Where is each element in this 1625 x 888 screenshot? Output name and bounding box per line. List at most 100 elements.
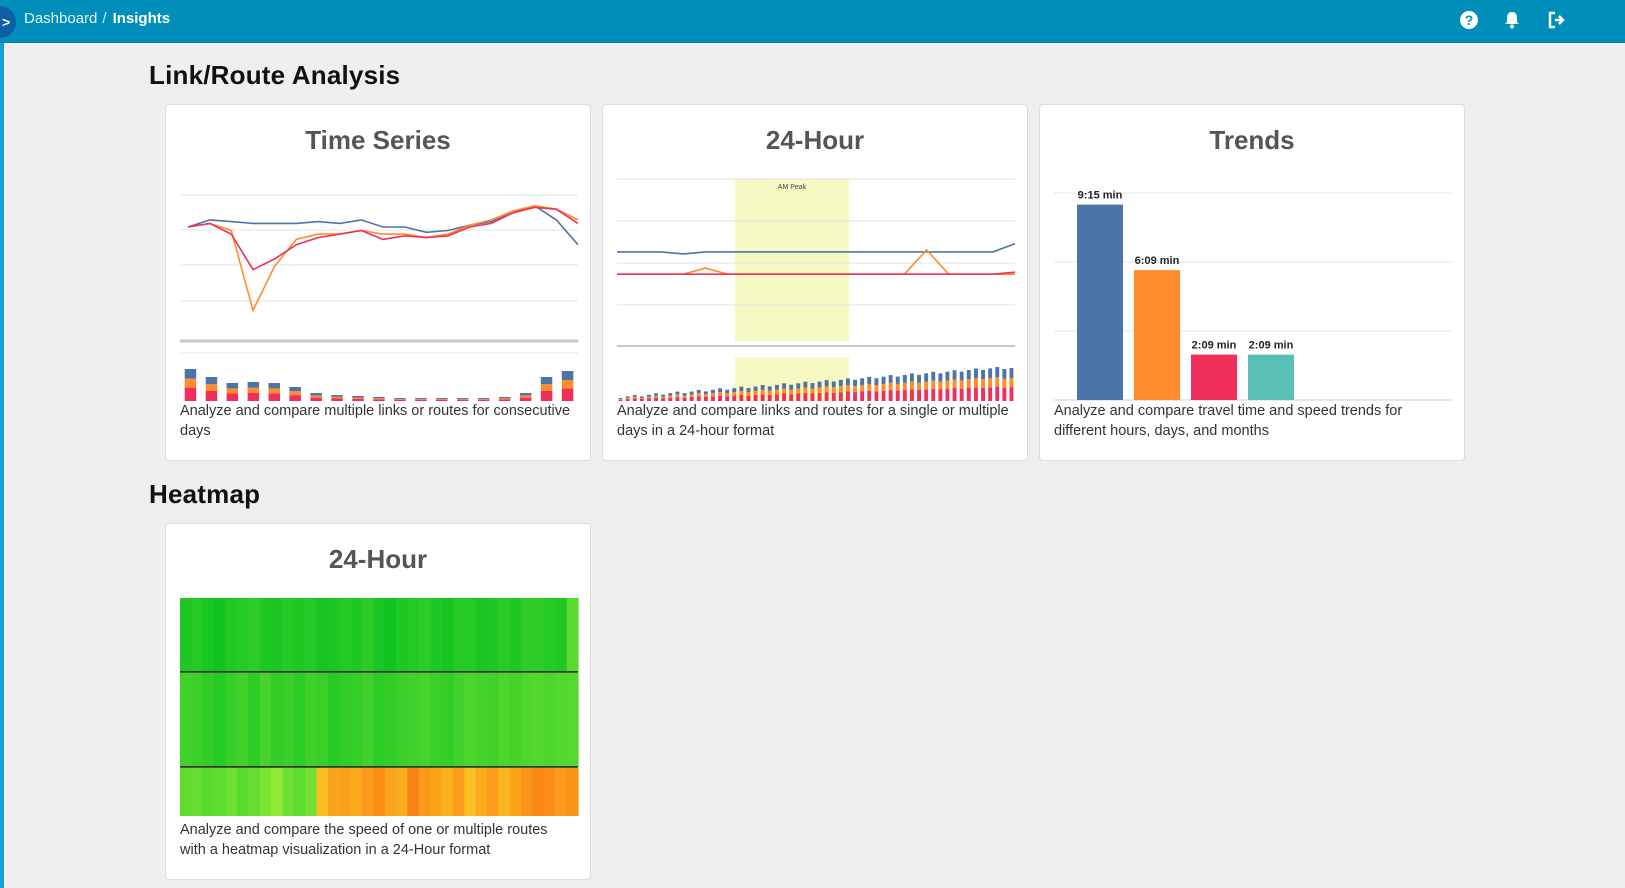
h24-volume-bar-49-seg-2: [966, 370, 971, 380]
heatmap-cell-r0-c2: [202, 598, 215, 672]
hour24-card[interactable]: 24-Hour AM Peak Analyze and compare link…: [602, 104, 1028, 461]
h24-series-line-2: [617, 271, 1016, 275]
h24-volume-bar-46-seg-1: [945, 380, 950, 389]
h24-volume-bar-51-seg-2: [981, 369, 985, 380]
breadcrumb-dashboard-link[interactable]: Dashboard: [24, 10, 98, 27]
h24-volume-bar-27-seg-0: [810, 393, 815, 401]
heatmap-cell-r0-c11: [305, 598, 318, 672]
heatmap-cell-r0-c23: [441, 598, 454, 672]
heatmap-cell-r1-c6: [248, 673, 261, 767]
h24-volume-bar-20-seg-2: [760, 385, 765, 390]
tr-bar-label-3: 2:09 min: [1249, 340, 1294, 352]
h24-volume-bar-17-seg-1: [739, 391, 744, 395]
ts-volume-bar-1-seg-1: [205, 384, 218, 391]
top-bar: > Dashboard / Insights ?: [0, 0, 1625, 43]
heatmap-cell-r0-c14: [339, 598, 352, 672]
heatmap-cell-r2-c34: [566, 768, 579, 816]
heatmap-cell-r1-c15: [350, 673, 363, 767]
heatmap-cell-r2-c26: [475, 768, 488, 816]
heatmap-cell-r1-c13: [327, 673, 340, 767]
h24-volume-bar-0-seg-2: [618, 398, 623, 399]
h24-volume-bar-51-seg-1: [981, 379, 985, 388]
h24-volume-bar-26-seg-1: [803, 387, 808, 393]
h24-volume-bar-44-seg-1: [931, 380, 936, 389]
heatmap-cell-r1-c32: [543, 673, 556, 767]
heatmap-cell-r1-c33: [555, 673, 568, 767]
bell-icon[interactable]: [1502, 10, 1522, 30]
heatmap-cell-r0-c28: [498, 598, 511, 672]
am-peak-band: [735, 179, 849, 341]
heatmap-cell-r0-c34: [566, 598, 579, 672]
h24-volume-bar-14-seg-1: [718, 392, 722, 396]
h24-volume-bar-33-seg-2: [853, 379, 857, 387]
h24-volume-bar-20-seg-1: [760, 389, 765, 395]
ts-series-line-1: [187, 204, 579, 313]
sidebar-toggle-button[interactable]: >: [0, 6, 16, 38]
ts-volume-bar-3-seg-0: [247, 393, 260, 401]
h24-volume-bar-33-seg-1: [853, 386, 857, 393]
h24-volume-bar-1-seg-1: [625, 397, 630, 400]
heatmap-cell-r1-c2: [202, 673, 215, 767]
h24-volume-bar-55-seg-2: [1009, 368, 1014, 378]
heatmap-cell-r1-c10: [293, 673, 306, 767]
h24-volume-bar-44-seg-2: [931, 371, 936, 381]
heatmap-cell-r1-c31: [532, 673, 545, 767]
h24-volume-bar-16-seg-0: [732, 395, 737, 401]
h24-volume-bar-19-seg-2: [753, 386, 758, 391]
ts-volume-bar-18-seg-1: [561, 380, 574, 389]
ts-volume-bar-5-seg-2: [289, 387, 301, 392]
h24-volume-bar-55-seg-0: [1009, 387, 1014, 401]
heatmap-cell-r0-c29: [509, 598, 522, 672]
h24-volume-bar-3-seg-0: [639, 399, 644, 401]
h24-volume-bar-34-seg-2: [860, 378, 865, 386]
ts-volume-bar-9-seg-2: [373, 397, 385, 399]
logout-icon[interactable]: [1547, 10, 1567, 30]
h24-volume-bar-5-seg-2: [654, 393, 658, 396]
heatmap-cell-r2-c23: [441, 768, 454, 816]
heatmap-cell-r2-c31: [532, 768, 545, 816]
heatmap-cell-r1-c22: [430, 673, 443, 767]
h24-volume-bar-1-seg-2: [625, 396, 630, 398]
h24-volume-bar-34-seg-1: [860, 385, 865, 392]
h24-volume-bar-7-seg-2: [668, 393, 673, 396]
h24-volume-bar-21-seg-2: [767, 386, 772, 391]
h24-volume-bar-0-seg-1: [618, 398, 623, 400]
ts-volume-bar-0-seg-2: [184, 369, 197, 379]
h24-volume-bar-35-seg-1: [867, 384, 872, 391]
heatmap-cell-r2-c33: [555, 768, 568, 816]
ts-volume-bar-16-seg-0: [519, 397, 532, 401]
h24-volume-bar-30-seg-1: [831, 387, 836, 393]
h24-volume-bar-31-seg-0: [838, 392, 843, 401]
h24-volume-bar-42-seg-1: [917, 382, 921, 390]
heatmap-cell-r0-c33: [555, 598, 568, 672]
tr-bar-label-1: 6:09 min: [1135, 255, 1180, 267]
ts-volume-bar-6-seg-1: [310, 395, 322, 398]
trends-preview-chart: 9:15 min 6:09 min 2:09 min 2:09 min: [1054, 190, 1452, 401]
h24-volume-bar-46-seg-2: [945, 371, 950, 381]
heatmap-card[interactable]: 24-Hour Analyze and compare the speed of…: [165, 523, 591, 880]
heatmap-cell-r0-c9: [282, 598, 295, 672]
heatmap-cell-r1-c30: [521, 673, 534, 767]
h24-volume-bar-53-seg-2: [995, 367, 1000, 378]
help-icon[interactable]: ?: [1459, 10, 1479, 30]
h24-volume-bar-53-seg-0: [995, 386, 1000, 401]
h24-volume-bar-1-seg-0: [625, 399, 630, 401]
ts-volume-bar-17-seg-1: [540, 384, 553, 391]
heatmap-cell-r2-c1: [191, 768, 204, 816]
h24-volume-bar-4-seg-1: [647, 396, 651, 399]
heatmap-cell-r2-c7: [259, 768, 272, 816]
heatmap-cell-r1-c21: [418, 673, 431, 767]
h24-volume-bar-42-seg-2: [917, 374, 921, 383]
h24-volume-bar-41-seg-2: [910, 373, 914, 382]
heatmap-card-description: Analyze and compare the speed of one or …: [180, 822, 548, 858]
time-series-card[interactable]: Time Series Analyze and compare multiple…: [165, 104, 591, 461]
h24-volume-bar-50-seg-0: [974, 387, 978, 402]
heatmap-cell-r2-c22: [430, 768, 443, 816]
h24-volume-bar-47-seg-1: [952, 379, 957, 388]
h24-volume-bar-9-seg-1: [682, 395, 687, 398]
tr-bar-0: [1077, 204, 1123, 400]
heatmap-cell-r2-c15: [350, 768, 363, 816]
h24-volume-bar-13-seg-0: [711, 396, 715, 401]
ts-volume-bar-0-seg-0: [184, 387, 197, 401]
trends-card[interactable]: Trends 9:15 min 6:09 min 2:09 min 2:09 min …: [1039, 104, 1465, 461]
